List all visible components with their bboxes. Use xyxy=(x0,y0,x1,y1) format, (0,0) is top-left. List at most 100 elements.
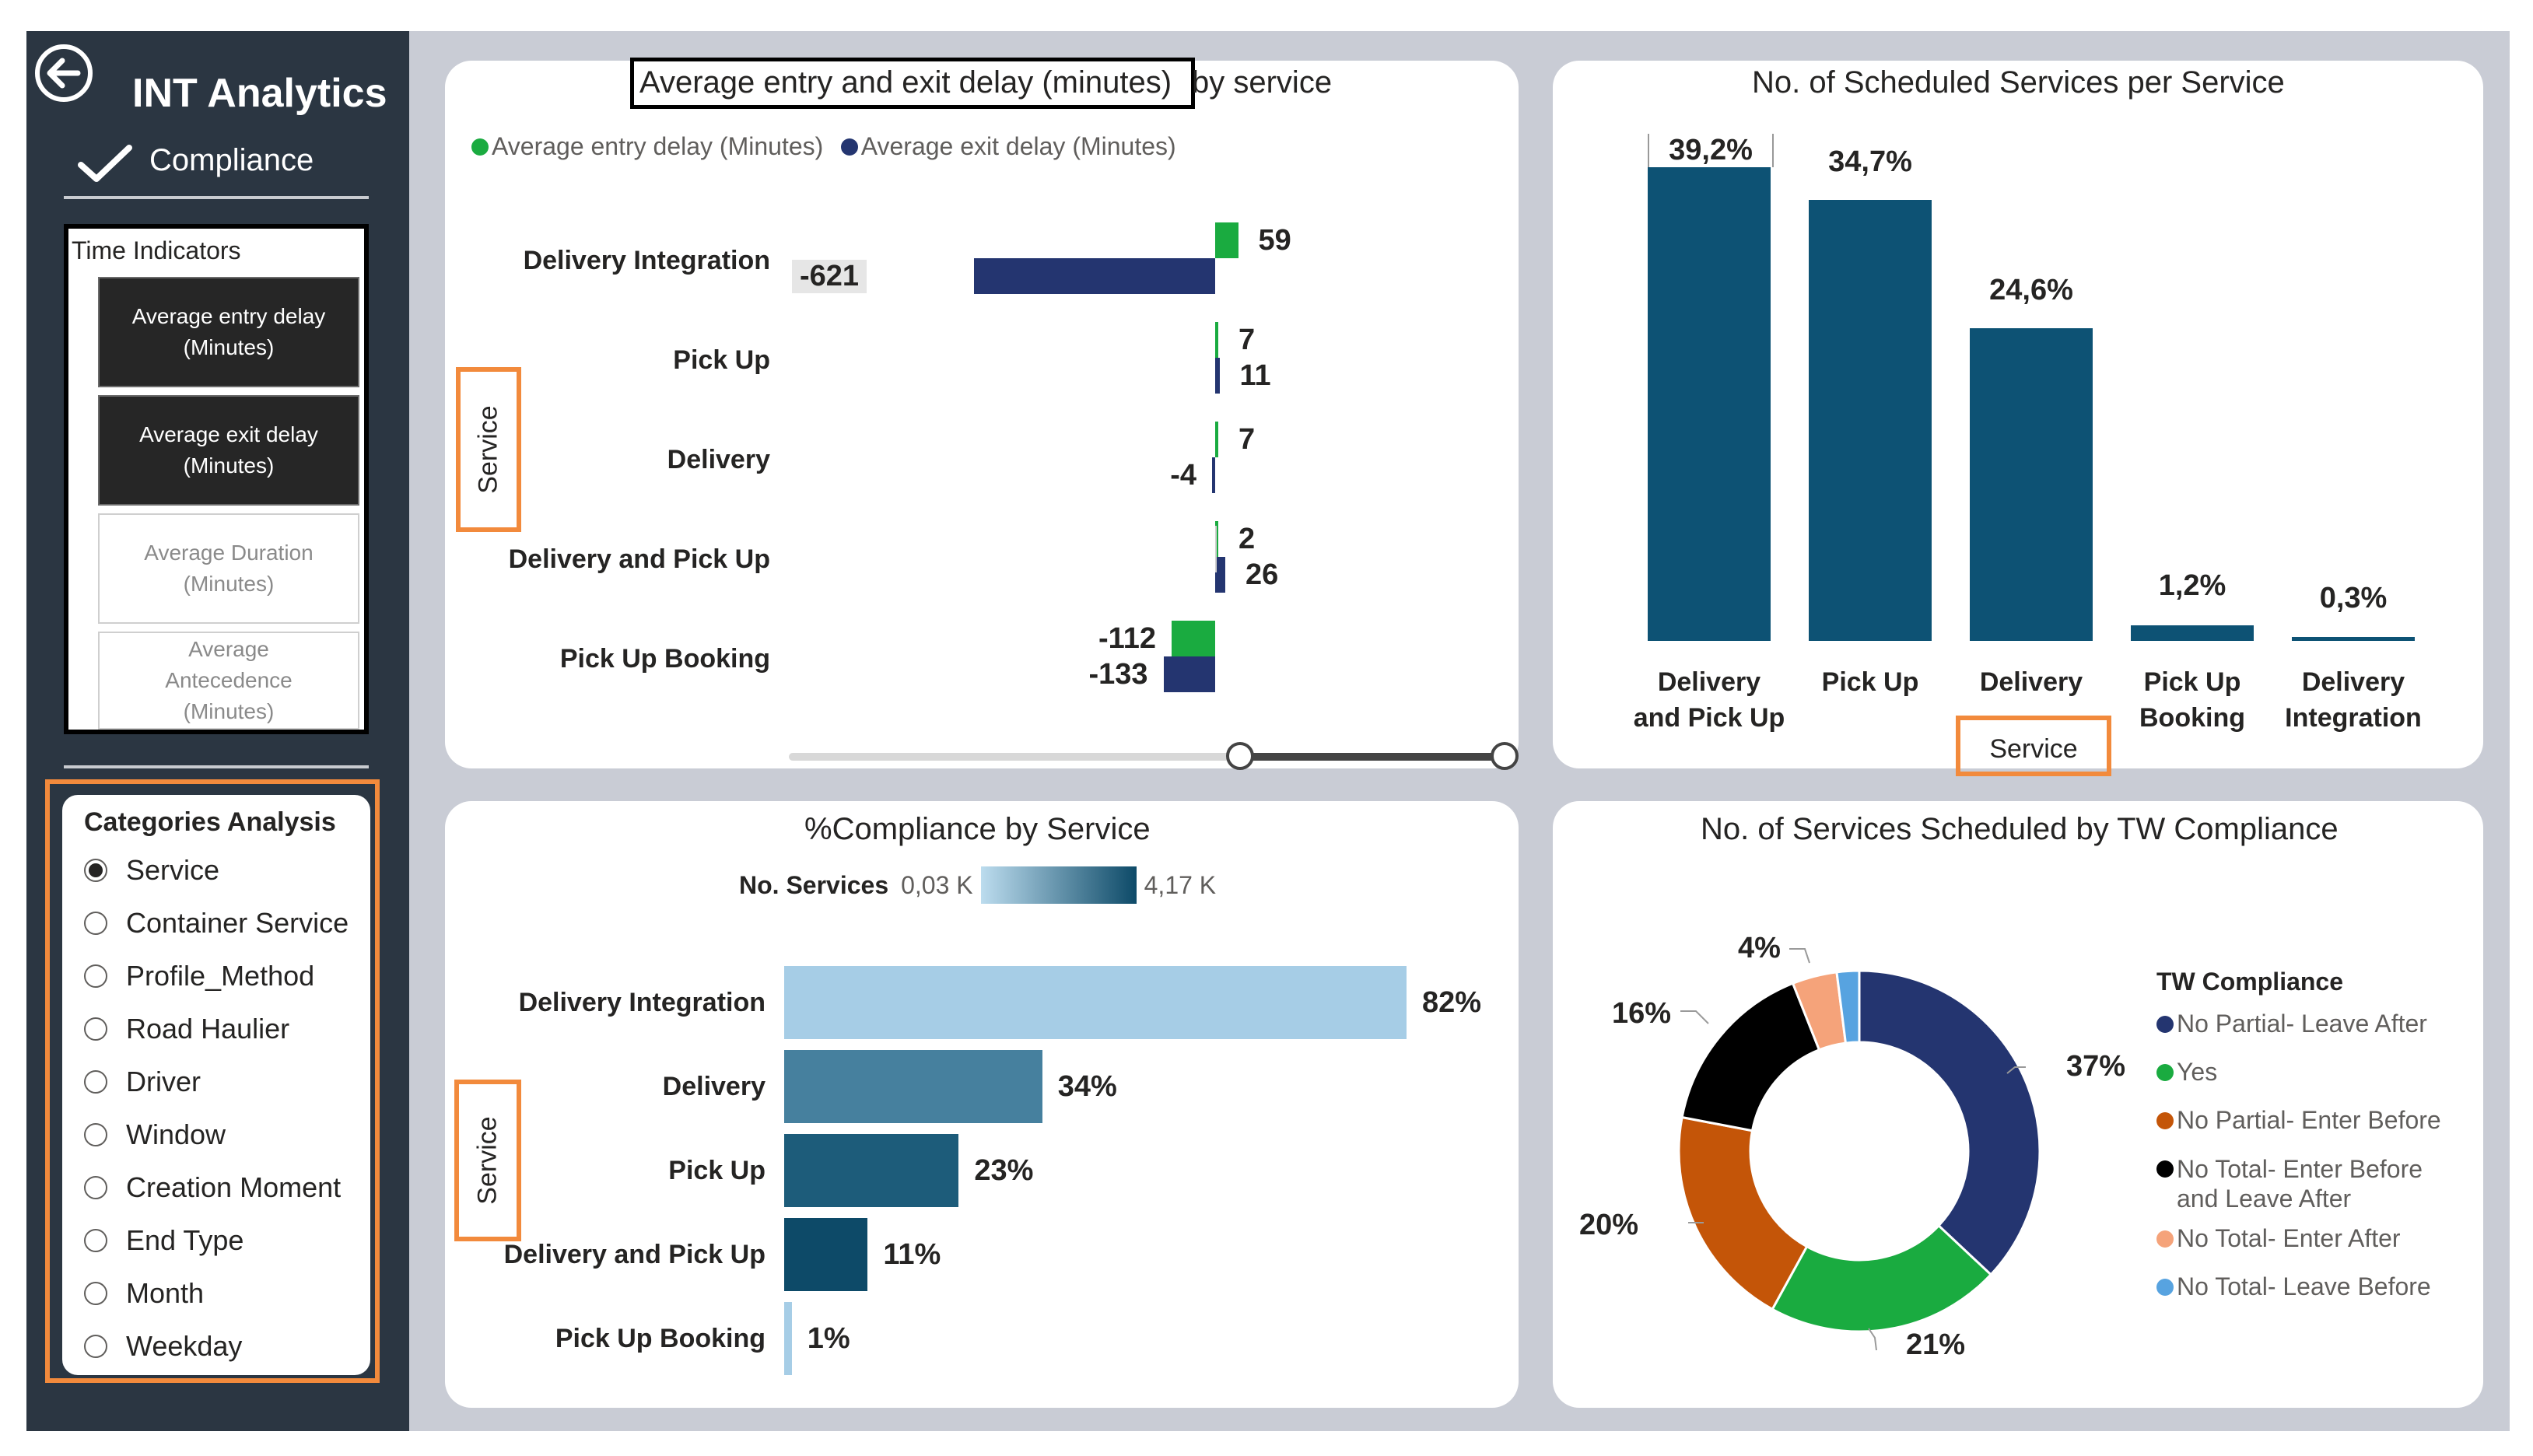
delay-value-entry: 7 xyxy=(1238,324,1256,356)
legend-exit-label: Average exit delay (Minutes) xyxy=(860,132,1176,160)
compliance-value-label: 34% xyxy=(1057,1070,1117,1103)
category-option-label: Month xyxy=(126,1277,205,1309)
delay-scrollbar-handle-left[interactable] xyxy=(1226,742,1254,770)
donut-slice[interactable] xyxy=(1771,1223,1993,1333)
category-option-label: Road Haulier xyxy=(126,1013,290,1045)
delay-scrollbar-range[interactable] xyxy=(1240,753,1505,761)
radio-button-icon[interactable] xyxy=(84,1335,107,1358)
delay-bar-exit[interactable] xyxy=(1215,358,1220,394)
donut-label-4: 4% xyxy=(1738,932,1781,964)
scheduled-category-label: Delivery Integration xyxy=(2285,667,2422,733)
tw-legend-item[interactable]: No Total- Enter Before and Leave After xyxy=(2156,1154,2468,1213)
tw-legend-item[interactable]: No Partial- Enter Before xyxy=(2156,1106,2441,1135)
radio-button-icon[interactable] xyxy=(84,859,107,882)
legend-entry-delay[interactable]: Average entry delay (Minutes) xyxy=(471,132,823,161)
compliance-bar[interactable] xyxy=(784,1302,792,1375)
category-option[interactable]: Creation Moment xyxy=(84,1168,341,1207)
tw-donut-chart xyxy=(1677,969,2041,1333)
scheduled-bar[interactable] xyxy=(1648,143,1771,641)
compliance-bar[interactable] xyxy=(784,966,1407,1039)
delay-category-label: Delivery xyxy=(667,445,770,474)
back-arrow-icon[interactable] xyxy=(33,42,95,104)
delay-category-label: Delivery and Pick Up xyxy=(508,544,770,574)
delay-bar-entry[interactable] xyxy=(1172,621,1215,656)
radio-button-icon[interactable] xyxy=(84,1123,107,1146)
radio-button-icon[interactable] xyxy=(84,1176,107,1199)
scheduled-axis-label-box: Service xyxy=(1956,716,2111,776)
delay-bar-exit[interactable] xyxy=(1163,656,1215,692)
category-option[interactable]: Service xyxy=(84,851,219,890)
time-indicator-antecedence[interactable]: Average Antecedence (Minutes) xyxy=(98,632,359,730)
scheduled-category-label: Pick Up xyxy=(1821,667,1919,697)
scheduled-bar[interactable] xyxy=(2131,625,2254,641)
radio-button-icon[interactable] xyxy=(84,912,107,935)
sidebar-divider xyxy=(64,196,369,199)
scheduled-bar[interactable] xyxy=(1970,328,2093,641)
compliance-color-legend: No. Services 0,03 K 4,17 K xyxy=(739,866,1216,904)
donut-label-37: 37% xyxy=(2066,1050,2126,1083)
tw-legend-label: Yes xyxy=(2177,1058,2218,1086)
radio-button-icon[interactable] xyxy=(84,964,107,988)
compliance-bar[interactable] xyxy=(784,1050,1042,1123)
tw-legend-dot xyxy=(2156,1111,2174,1129)
time-indicator-exit-delay[interactable]: Average exit delay (Minutes) xyxy=(98,395,359,506)
compliance-category-label: Delivery Integration xyxy=(518,988,766,1017)
app-title: INT Analytics xyxy=(132,71,387,116)
category-option-label: End Type xyxy=(126,1224,244,1256)
scheduled-value-label: 34,7% xyxy=(1828,145,1912,179)
category-option[interactable]: Container Service xyxy=(84,904,349,943)
legend-exit-delay[interactable]: Average exit delay (Minutes) xyxy=(840,132,1176,161)
donut-slice[interactable] xyxy=(1835,969,1861,1045)
color-legend-gradient xyxy=(980,866,1137,904)
color-legend-min: 0,03 K xyxy=(901,870,973,899)
category-option[interactable]: End Type xyxy=(84,1221,243,1260)
radio-button-icon[interactable] xyxy=(84,1070,107,1094)
radio-button-icon[interactable] xyxy=(84,1229,107,1252)
delay-chart-title-boxed: Average entry and exit delay (minutes) xyxy=(639,65,1172,100)
donut-slice[interactable] xyxy=(1677,1115,1809,1311)
category-option[interactable]: Driver xyxy=(84,1062,201,1101)
delay-bar-exit[interactable] xyxy=(973,258,1215,294)
category-option[interactable]: Road Haulier xyxy=(84,1010,289,1048)
scheduled-bar[interactable] xyxy=(2292,637,2415,641)
tw-legend-item[interactable]: Yes xyxy=(2156,1058,2217,1087)
category-option[interactable]: Month xyxy=(84,1274,204,1313)
category-option[interactable]: Profile_Method xyxy=(84,957,314,996)
delay-bar-exit[interactable] xyxy=(1212,457,1215,493)
scheduled-bar[interactable] xyxy=(1809,200,1932,641)
delay-bar-entry[interactable] xyxy=(1215,521,1218,557)
delay-bar-entry[interactable] xyxy=(1215,422,1218,457)
time-indicator-duration[interactable]: Average Duration (Minutes) xyxy=(98,513,359,624)
time-indicators-title: Time Indicators xyxy=(72,236,241,264)
delay-chart-title-box xyxy=(630,58,1195,109)
time-indicator-entry-delay[interactable]: Average entry delay (Minutes) xyxy=(98,277,359,387)
category-option[interactable]: Window xyxy=(84,1115,226,1154)
delay-chart-title-rest: by service xyxy=(1192,65,1333,100)
radio-button-icon[interactable] xyxy=(84,1017,107,1041)
delay-scrollbar-track[interactable] xyxy=(789,753,1505,761)
donut-label-20: 20% xyxy=(1579,1209,1639,1241)
sidebar-divider-2 xyxy=(64,765,369,768)
delay-bar-entry[interactable] xyxy=(1215,222,1238,258)
compliance-chart-title: %Compliance by Service xyxy=(804,812,1151,846)
tw-legend-item[interactable]: No Partial- Leave After xyxy=(2156,1010,2427,1038)
radio-button-icon[interactable] xyxy=(84,1282,107,1305)
delay-bar-exit[interactable] xyxy=(1215,557,1225,593)
category-option-label: Creation Moment xyxy=(126,1171,342,1203)
tw-legend-label: No Total- Leave Before xyxy=(2177,1272,2431,1300)
categories-title: Categories Analysis xyxy=(84,807,336,837)
compliance-category-label: Delivery and Pick Up xyxy=(503,1240,766,1269)
tw-legend-dot xyxy=(2156,1015,2174,1033)
compliance-bar[interactable] xyxy=(784,1134,959,1207)
category-option-label: Profile_Method xyxy=(126,960,315,992)
tw-legend-item[interactable]: No Total- Enter After xyxy=(2156,1224,2401,1253)
delay-chart-card xyxy=(445,61,1519,768)
delay-value-entry: 59 xyxy=(1258,224,1291,257)
compliance-bar[interactable] xyxy=(784,1218,868,1291)
donut-slice[interactable] xyxy=(1858,969,2041,1276)
category-option[interactable]: Weekday xyxy=(84,1327,242,1366)
delay-bar-entry[interactable] xyxy=(1215,322,1218,358)
delay-scrollbar-handle-right[interactable] xyxy=(1491,742,1519,770)
tw-legend-item[interactable]: No Total- Leave Before xyxy=(2156,1272,2431,1301)
delay-chart-legend: Average entry delay (Minutes) Average ex… xyxy=(471,132,1190,161)
